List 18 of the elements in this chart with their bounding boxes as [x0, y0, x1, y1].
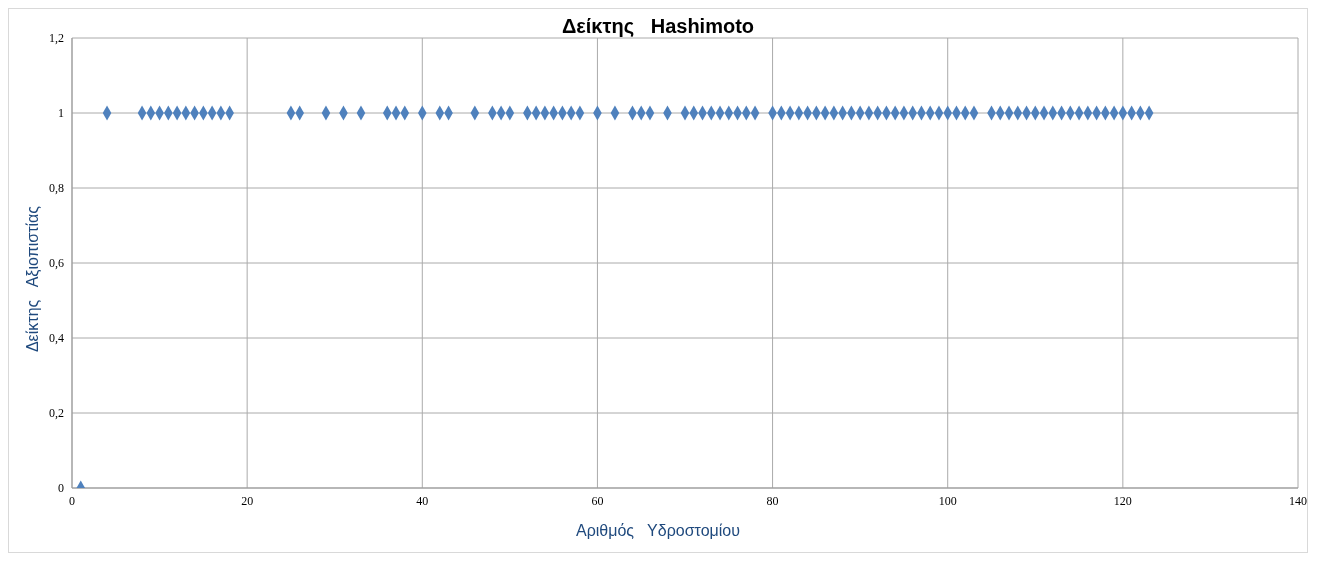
y-tick-label: 0,2 [49, 406, 64, 421]
x-tick-label: 120 [1113, 493, 1132, 508]
x-tick-label: 40 [416, 493, 429, 508]
x-tick-label: 80 [766, 493, 779, 508]
x-tick-label: 0 [69, 493, 75, 508]
x-axis-title: Αριθμός Υδροστομίου [575, 522, 741, 540]
y-tick-label: 0,4 [49, 331, 64, 346]
y-tick-label: 1 [58, 106, 64, 121]
y-tick-label: 1,2 [49, 31, 64, 46]
x-tick-label: 100 [938, 493, 957, 508]
chart-title: Δείκτης Hashimoto [561, 15, 755, 37]
y-tick-label: 0,6 [49, 256, 64, 271]
y-axis-title: Δείκτης Αξιοπιστίας [24, 205, 42, 353]
x-tick-label: 140 [1289, 493, 1307, 508]
x-tick-label: 60 [591, 493, 604, 508]
x-tick-label: 20 [241, 493, 254, 508]
y-tick-label: 0,8 [49, 181, 64, 196]
y-tick-label: 0 [58, 481, 64, 496]
